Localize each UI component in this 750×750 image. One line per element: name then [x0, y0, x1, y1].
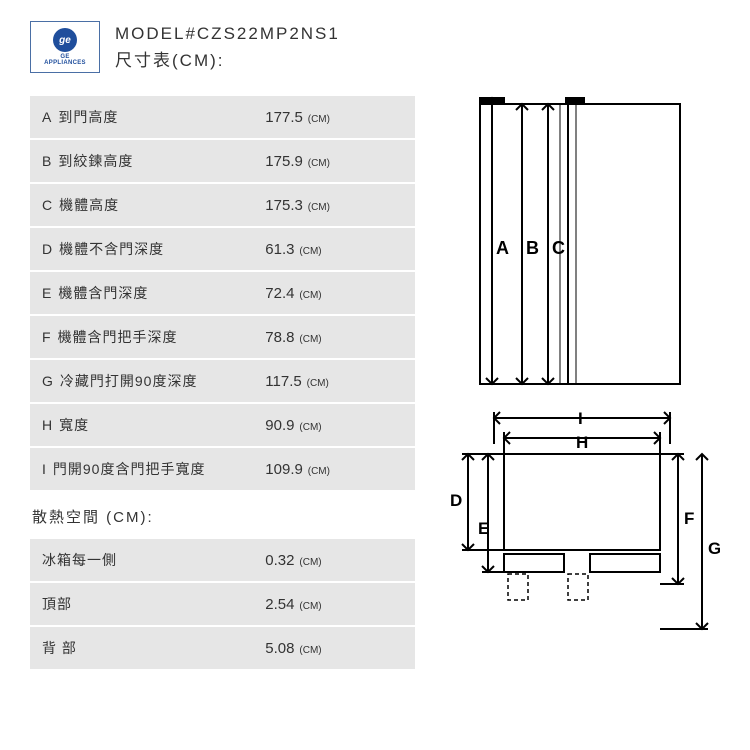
table-row: F 機體含門把手深度 78.8 (CM) [30, 316, 415, 358]
dim-unit: (CM) [299, 290, 321, 301]
clearance-label: 冰箱每一側 [30, 539, 253, 581]
table-row: C 機體高度 175.3 (CM) [30, 184, 415, 226]
clearance-label: 頂部 [30, 583, 253, 625]
dim-unit: (CM) [299, 334, 321, 345]
dim-desc: 機體含門把手深度 [58, 329, 178, 345]
dimensions-table: A 到門高度 177.5 (CM) B 到絞鍊高度 175.9 (CM) C 機體高度 175.… [30, 94, 415, 492]
dim-desc: 機體不含門深度 [59, 241, 164, 257]
table-row: G 冷藏門打開90度深度 117.5 (CM) [30, 360, 415, 402]
dim-value-cell: 72.4 (CM) [253, 272, 415, 314]
dim-value: 72.4 [265, 285, 294, 302]
dim-label-a: A [496, 238, 509, 258]
clearance-title: 散熱空間 (CM): [30, 492, 415, 537]
dim-value-cell: 177.5 (CM) [253, 96, 415, 138]
dim-desc: 機體高度 [59, 197, 119, 213]
clearance-value-cell: 5.08 (CM) [253, 627, 415, 669]
ge-monogram-icon: ge [53, 28, 77, 52]
table-row: B 到絞鍊高度 175.9 (CM) [30, 140, 415, 182]
dim-value: 90.9 [265, 417, 294, 434]
top-view-diagram: I H D E F G [440, 404, 720, 654]
dim-unit: (CM) [308, 114, 330, 125]
table-row: E 機體含門深度 72.4 (CM) [30, 272, 415, 314]
dim-unit: (CM) [299, 422, 321, 433]
dim-value: 78.8 [265, 329, 294, 346]
table-row: I 門開90度含門把手寬度 109.9 (CM) [30, 448, 415, 490]
dim-value-cell: 175.3 (CM) [253, 184, 415, 226]
dim-desc: 到絞鍊高度 [58, 153, 133, 169]
dim-letter: E [42, 285, 52, 301]
dim-value: 117.5 [265, 373, 301, 390]
dim-letter: H [42, 417, 53, 433]
dim-value-cell: 78.8 (CM) [253, 316, 415, 358]
dim-letter: D [42, 241, 53, 257]
table-row: H 寬度 90.9 (CM) [30, 404, 415, 446]
dim-desc: 寬度 [59, 417, 89, 433]
front-view-diagram: A B C [440, 94, 700, 394]
table-row: 背 部5.08 (CM) [30, 627, 415, 669]
dim-label: A 到門高度 [30, 96, 253, 138]
clearance-value-cell: 0.32 (CM) [253, 539, 415, 581]
dim-label: D 機體不含門深度 [30, 228, 253, 270]
brand-logo: ge GE APPLIANCES [30, 21, 100, 73]
dim-value-cell: 117.5 (CM) [253, 360, 415, 402]
dim-value-cell: 109.9 (CM) [253, 448, 415, 490]
dim-unit: (CM) [299, 246, 321, 257]
dim-value-cell: 90.9 (CM) [253, 404, 415, 446]
dim-desc: 冷藏門打開90度深度 [60, 373, 198, 389]
dim-label: C 機體高度 [30, 184, 253, 226]
dim-letter: C [42, 197, 53, 213]
dim-unit: (CM) [307, 378, 329, 389]
dim-letter: A [42, 109, 52, 125]
clearance-unit: (CM) [299, 645, 321, 656]
dim-value: 177.5 [265, 109, 303, 126]
dim-unit: (CM) [308, 158, 330, 169]
dim-value: 175.9 [265, 153, 303, 170]
dim-letter: B [42, 153, 52, 169]
dim-unit: (CM) [308, 466, 330, 477]
dim-desc: 門開90度含門把手寬度 [53, 461, 206, 477]
clearance-unit: (CM) [299, 557, 321, 568]
spec-table-title: 尺寸表(CM): [115, 47, 340, 74]
table-row: D 機體不含門深度 61.3 (CM) [30, 228, 415, 270]
dim-unit: (CM) [308, 202, 330, 213]
dim-label-i: I [578, 409, 583, 428]
table-row: A 到門高度 177.5 (CM) [30, 96, 415, 138]
dim-value: 109.9 [265, 461, 303, 478]
dim-label-h: H [576, 433, 588, 452]
dim-label: E 機體含門深度 [30, 272, 253, 314]
dim-label: B 到絞鍊高度 [30, 140, 253, 182]
dim-label: F 機體含門把手深度 [30, 316, 253, 358]
table-row: 冰箱每一側0.32 (CM) [30, 539, 415, 581]
dim-letter: G [42, 373, 54, 389]
dim-letter: I [42, 461, 47, 477]
clearance-value: 0.32 [265, 552, 294, 569]
clearance-value-cell: 2.54 (CM) [253, 583, 415, 625]
clearance-table: 冰箱每一側0.32 (CM)頂部2.54 (CM)背 部5.08 (CM) [30, 537, 415, 671]
dim-label-f: F [684, 509, 694, 528]
dim-value: 61.3 [265, 241, 294, 258]
dim-desc: 機體含門深度 [58, 285, 148, 301]
brand-text: GE APPLIANCES [41, 54, 89, 66]
dim-label: G 冷藏門打開90度深度 [30, 360, 253, 402]
dim-value-cell: 175.9 (CM) [253, 140, 415, 182]
dim-label-d: D [450, 491, 462, 510]
clearance-label: 背 部 [30, 627, 253, 669]
clearance-value: 2.54 [265, 596, 294, 613]
table-row: 頂部2.54 (CM) [30, 583, 415, 625]
dim-label-e: E [478, 519, 489, 538]
clearance-value: 5.08 [265, 640, 294, 657]
dim-label-c: C [552, 238, 565, 258]
dim-label: I 門開90度含門把手寬度 [30, 448, 253, 490]
dim-letter: F [42, 329, 52, 345]
clearance-unit: (CM) [299, 601, 321, 612]
dim-value: 175.3 [265, 197, 303, 214]
dim-label-b: B [526, 238, 539, 258]
dim-label: H 寬度 [30, 404, 253, 446]
dim-desc: 到門高度 [58, 109, 118, 125]
dim-label-g: G [708, 539, 720, 558]
model-number: MODEL#CZS22MP2NS1 [115, 20, 340, 47]
dim-value-cell: 61.3 (CM) [253, 228, 415, 270]
